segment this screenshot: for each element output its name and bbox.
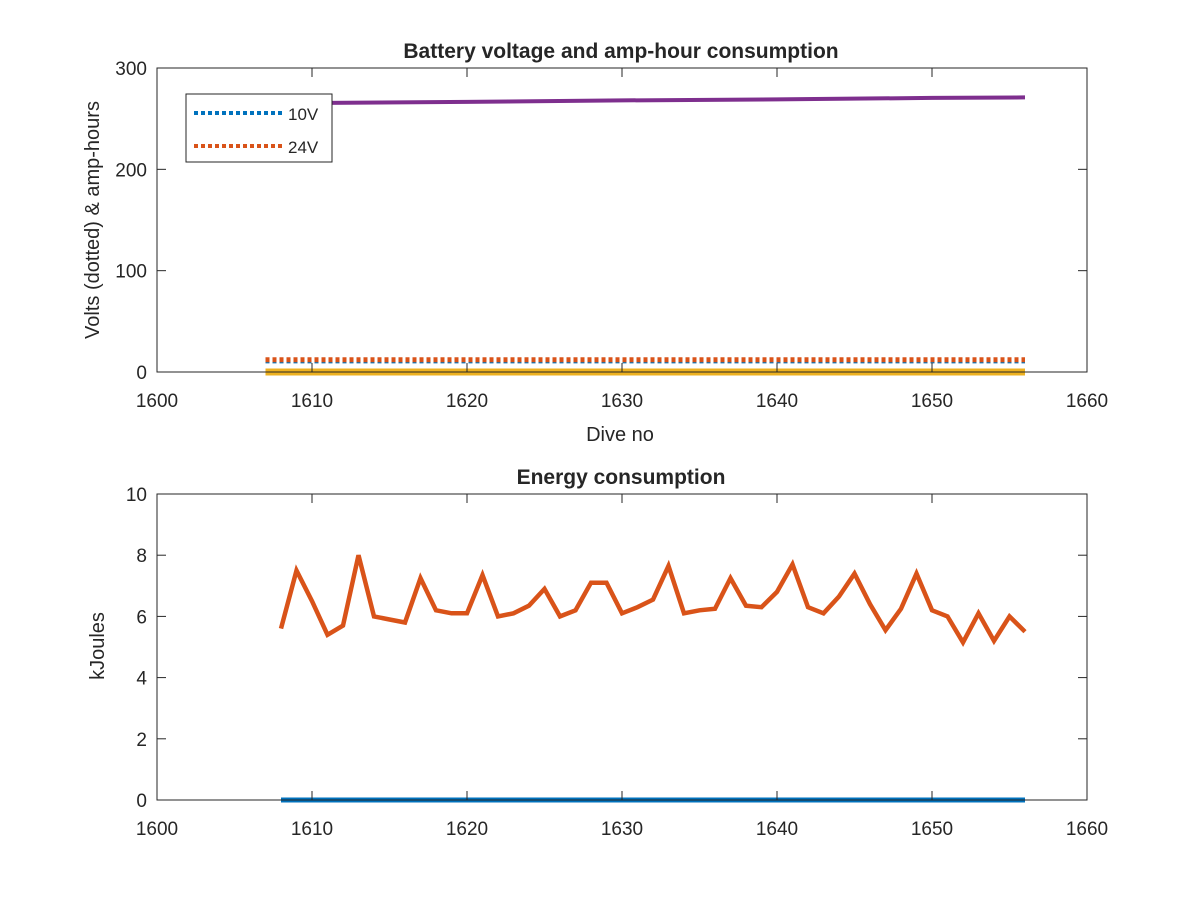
x-tick-label: 1620	[446, 391, 488, 412]
x-tick-label: 1610	[291, 819, 333, 840]
voltage-amp-hour-chart: Battery voltage and amp-hour consumption…	[82, 40, 1108, 446]
x-tick-label: 1600	[136, 391, 178, 412]
x-tick-label: 1630	[601, 819, 643, 840]
x-tick-label: 1600	[136, 819, 178, 840]
x-axis-label: Dive no	[586, 424, 654, 446]
series-group	[265, 95, 1026, 376]
x-tick-label: 1640	[756, 819, 798, 840]
legend: 10V 24V	[185, 93, 333, 163]
chart-title: Energy consumption	[517, 466, 726, 489]
y-tick-label: 300	[115, 59, 147, 80]
y-tick-label: 0	[136, 791, 147, 812]
y-tick-label: 200	[115, 160, 147, 181]
legend-box	[185, 93, 333, 163]
x-tick-label: 1660	[1066, 819, 1108, 840]
y-tick-label: 100	[115, 262, 147, 283]
legend-label-10v: 10V	[288, 105, 319, 124]
y-axis-label: kJoules	[87, 612, 109, 680]
energy-consumption-chart: Energy consumption 1600 1610 1620 1630 1640 1…	[87, 466, 1108, 840]
y-tick-label: 6	[136, 607, 147, 628]
x-tick-label: 1640	[756, 391, 798, 412]
y-tick-label: 4	[136, 669, 147, 690]
series-line-2	[278, 554, 1027, 647]
series-group	[278, 554, 1027, 803]
chart-title: Battery voltage and amp-hour consumption	[403, 40, 838, 63]
x-tick-label: 1650	[911, 391, 953, 412]
y-tick-label: 10	[126, 485, 147, 506]
y-tick-label: 0	[136, 363, 147, 384]
legend-label-24v: 24V	[288, 138, 319, 157]
plot-frame	[156, 493, 1088, 801]
x-tick-label: 1610	[291, 391, 333, 412]
y-axis-label: Volts (dotted) & amp-hours	[82, 101, 104, 339]
y-tick-label: 2	[136, 730, 147, 751]
series-line-4	[265, 95, 1026, 106]
tick-group: 1600 1610 1620 1630 1640 1650 1660 0 2 4 6 8 10	[126, 485, 1108, 840]
x-tick-label: 1650	[911, 819, 953, 840]
x-tick-label: 1630	[601, 391, 643, 412]
x-tick-label: 1660	[1066, 391, 1108, 412]
y-tick-label: 8	[136, 546, 147, 567]
x-tick-label: 1620	[446, 819, 488, 840]
tick-group: 1600 1610 1620 1630 1640 1650 1660 0 100 200 300	[115, 59, 1108, 412]
